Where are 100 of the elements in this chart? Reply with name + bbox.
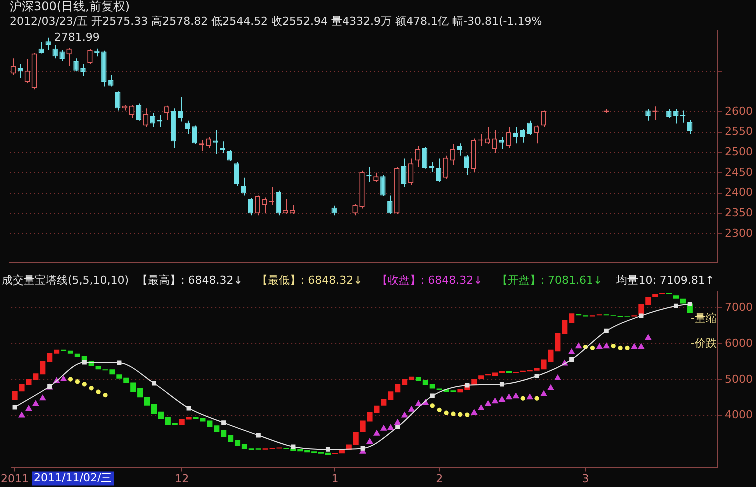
text: 【最高】: 6848.32↓ bbox=[137, 274, 243, 287]
point bbox=[82, 382, 87, 387]
candlestick bbox=[136, 103, 142, 122]
point bbox=[374, 430, 380, 436]
candlestick bbox=[687, 120, 693, 135]
candlestick bbox=[380, 174, 386, 198]
y-tick-label: 5000 bbox=[725, 372, 753, 386]
candlestick bbox=[527, 120, 532, 136]
text: 2011/11/02/三 bbox=[34, 472, 112, 485]
point bbox=[12, 405, 18, 410]
candlestick bbox=[52, 44, 58, 60]
point bbox=[360, 446, 366, 451]
candlestick bbox=[422, 146, 428, 170]
point bbox=[401, 412, 408, 418]
point bbox=[688, 302, 692, 306]
point bbox=[394, 418, 402, 425]
point bbox=[492, 398, 499, 404]
point bbox=[89, 386, 94, 391]
annotation: -价跌 bbox=[691, 336, 718, 350]
y-tick-label: 2500 bbox=[725, 145, 753, 158]
point bbox=[387, 424, 394, 430]
point bbox=[437, 408, 442, 412]
point bbox=[444, 410, 449, 416]
point bbox=[611, 344, 616, 349]
bar bbox=[680, 298, 686, 304]
candlestick bbox=[388, 195, 393, 215]
x-tick-label: 1 bbox=[332, 472, 339, 486]
candlestick bbox=[436, 158, 442, 183]
y-tick-label: 2450 bbox=[725, 166, 753, 179]
candlestick bbox=[227, 150, 232, 162]
candlestick bbox=[46, 37, 51, 51]
candlestick bbox=[513, 126, 518, 144]
candlestick bbox=[192, 125, 198, 145]
bar bbox=[652, 294, 658, 298]
candlestick bbox=[164, 105, 170, 121]
point bbox=[674, 304, 679, 308]
point bbox=[396, 424, 400, 430]
annotation: -量缩 bbox=[691, 312, 718, 325]
point bbox=[291, 444, 296, 450]
point bbox=[117, 360, 122, 366]
point bbox=[152, 381, 157, 386]
point bbox=[484, 400, 492, 406]
candlestick bbox=[108, 74, 114, 88]
candlestick bbox=[241, 177, 246, 196]
candlestick bbox=[485, 126, 490, 145]
point bbox=[540, 390, 548, 396]
point bbox=[625, 346, 630, 351]
text: 均量10: 7109.81↑ bbox=[616, 274, 715, 287]
point bbox=[603, 342, 610, 349]
point bbox=[547, 384, 554, 390]
point bbox=[498, 396, 506, 402]
point bbox=[644, 334, 652, 340]
point bbox=[570, 358, 574, 362]
point bbox=[326, 447, 331, 452]
candlestick bbox=[74, 58, 79, 72]
candlestick bbox=[143, 108, 149, 128]
point bbox=[430, 394, 435, 398]
point bbox=[526, 394, 534, 400]
text: 【收盘】: 6848.32↓ bbox=[376, 274, 483, 287]
point bbox=[534, 396, 540, 401]
text: 【开盘】: 7081.61↓ bbox=[496, 274, 603, 287]
candlestick bbox=[185, 120, 190, 135]
y-tick-label: 2400 bbox=[725, 186, 753, 200]
point bbox=[458, 412, 463, 418]
y-tick-label: 7000 bbox=[725, 301, 753, 314]
candlestick bbox=[374, 172, 379, 183]
point bbox=[596, 343, 604, 350]
x-tick-label: 12 bbox=[175, 472, 190, 486]
point bbox=[186, 406, 192, 411]
point bbox=[534, 374, 540, 379]
candlestick bbox=[674, 108, 679, 124]
chart-title: 成交量宝塔线(5,5,10,10) bbox=[2, 274, 130, 287]
y-tick-label: 2600 bbox=[725, 104, 753, 118]
annotation: 2781.99 bbox=[54, 30, 100, 44]
point bbox=[32, 400, 40, 406]
point bbox=[103, 393, 108, 398]
point bbox=[638, 343, 645, 350]
candlestick bbox=[464, 154, 470, 176]
candlestick bbox=[534, 125, 540, 144]
candlestick bbox=[80, 64, 86, 78]
point bbox=[465, 383, 470, 388]
point bbox=[604, 328, 609, 334]
point bbox=[618, 346, 623, 351]
candlestick bbox=[646, 108, 651, 122]
point bbox=[470, 409, 478, 416]
candlestick bbox=[234, 162, 240, 187]
y-tick-label: 2350 bbox=[725, 206, 753, 220]
point bbox=[500, 382, 505, 387]
text: 【最低】: 6848.32↓ bbox=[256, 274, 363, 287]
x-tick-label: 3 bbox=[582, 472, 590, 486]
point bbox=[60, 376, 68, 382]
candlestick bbox=[443, 155, 449, 180]
point bbox=[465, 412, 470, 418]
candlestick bbox=[408, 158, 414, 186]
x-tick-label: 2011 bbox=[1, 472, 30, 486]
candlestick bbox=[88, 48, 93, 64]
point bbox=[512, 392, 520, 399]
chart-subtitle: 2012/03/23/五 开2575.33 高2578.82 低2544.52 收2552.94 量4332.9万 额478.1亿 幅-30.81(-1.19% bbox=[10, 14, 542, 28]
x-tick-label: 2 bbox=[436, 472, 444, 486]
candlestick bbox=[520, 128, 526, 144]
